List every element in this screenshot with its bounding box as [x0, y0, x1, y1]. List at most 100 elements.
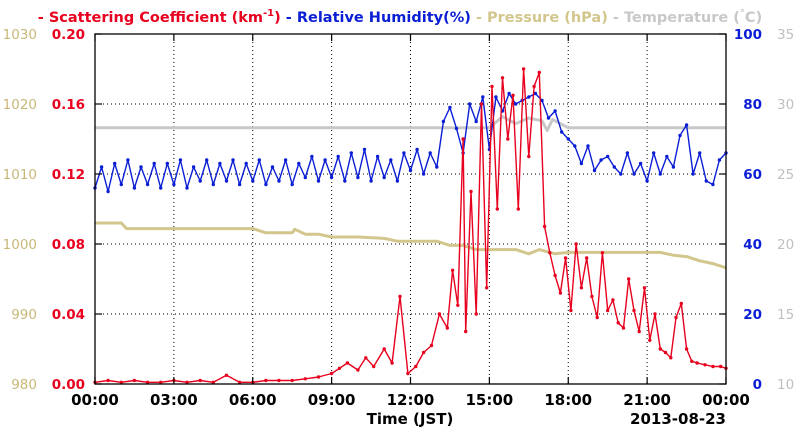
temperature-tick-label: 35 [777, 27, 794, 43]
pressure-tick-label: 1010 [3, 167, 37, 183]
scattering-coefficient-point [684, 347, 689, 351]
scattering-coefficient-point [485, 286, 489, 290]
legend-item-scattering-coefficient-km: - Scattering Coefficient (km [38, 10, 263, 26]
relative-humidity-point [507, 91, 511, 96]
scattering-coefficient-point [711, 364, 715, 369]
relative-humidity-point [270, 165, 275, 169]
scattering-coefficient-point [303, 377, 307, 381]
relative-humidity-point [592, 168, 597, 173]
relative-humidity-point [119, 182, 124, 187]
scattering-coefficient-point [511, 93, 515, 98]
relative-humidity-series [93, 91, 728, 194]
scattering-coefficient-point [329, 371, 334, 376]
x-tick-label: 03:00 [150, 391, 198, 409]
relative-humidity-point [408, 168, 413, 173]
tick-marks [94, 33, 727, 385]
legend-item-temperature: - Temperature ( [608, 10, 740, 26]
scattering-coefficient-point [372, 364, 376, 369]
relative-humidity-point [691, 172, 695, 176]
x-tick-label: 12:00 [387, 391, 435, 409]
scattering-coefficient-point [421, 350, 426, 355]
relative-humidity-point [336, 154, 340, 159]
scattering-coefficient-point [479, 102, 484, 106]
relative-humidity-point [678, 133, 682, 138]
relative-humidity-point [237, 182, 242, 187]
relative-humidity-point [290, 182, 294, 187]
humidity-tick-label: 0 [753, 377, 762, 393]
relative-humidity-point [573, 144, 577, 148]
scattering-coefficient-point [621, 326, 626, 330]
relative-humidity-point [428, 151, 432, 155]
scattering-coefficient-point [558, 291, 563, 295]
scattering-coefficient-point [290, 378, 294, 383]
scattering-coefficient-point [337, 366, 342, 370]
relative-humidity-point [159, 186, 163, 190]
relative-humidity-point [684, 123, 689, 127]
scattering-coefficient-point [563, 256, 568, 260]
relative-humidity-point [211, 182, 215, 187]
relative-humidity-point [579, 161, 584, 166]
scattering-coefficient-point [703, 363, 707, 367]
scattering-coefficient-point [537, 70, 541, 75]
scattering-coefficient-point [527, 154, 531, 159]
scattering-coefficient-point [585, 256, 589, 260]
relative-humidity-point [638, 161, 643, 166]
relative-humidity-point [540, 98, 544, 103]
scattering-coefficient-point [464, 329, 468, 334]
temperature-tick-label: 30 [777, 97, 794, 113]
humidity-tick-label: 40 [743, 237, 762, 253]
relative-humidity-point [560, 130, 564, 134]
scattering-coefficient-point [437, 312, 442, 316]
relative-humidity-point [205, 158, 209, 162]
legend-item-relative-humidity: - Relative Humidity(%) [281, 10, 471, 26]
scattering-tick-label: 0.00 [52, 377, 85, 393]
relative-humidity-point [224, 179, 229, 183]
x-tick-label: 00:00 [702, 391, 750, 409]
relative-humidity-point [606, 154, 610, 159]
scattering-coefficient-point [456, 303, 460, 307]
scattering-coefficient-point [695, 361, 699, 365]
date-label: 2013-08-23 [630, 410, 726, 428]
legend-text: - Scattering Coefficient (km-1) - Relati… [38, 8, 762, 26]
scattering-coefficient-point [364, 356, 368, 360]
relative-humidity-point [421, 172, 426, 176]
scattering-coefficient-point [569, 308, 573, 313]
relative-humidity-point [172, 182, 176, 187]
scattering-coefficient-point [642, 286, 647, 290]
relative-humidity-point [599, 158, 603, 162]
relative-humidity-point [145, 182, 150, 187]
scattering-tick-label: 0.20 [52, 27, 85, 43]
scattering-coefficient-point [132, 378, 137, 383]
scattering-coefficient-point [264, 378, 268, 383]
scattering-coefficient-point [106, 378, 110, 383]
relative-humidity-point [99, 165, 104, 169]
scattering-coefficient-point [579, 286, 584, 290]
temperature-tick-label: 25 [777, 167, 794, 183]
relative-humidity-point [113, 161, 117, 166]
scattering-coefficient-point [390, 361, 394, 365]
scattering-coefficient-point [600, 251, 605, 255]
temperature-line [95, 115, 726, 133]
scattering-coefficient-point [574, 242, 578, 246]
scattering-coefficient-point [532, 84, 536, 89]
scattering-coefficient-point [224, 373, 229, 377]
relative-humidity-point [316, 179, 321, 183]
scattering-coefficient-point [648, 338, 652, 342]
relative-humidity-point [514, 102, 518, 106]
relative-humidity-point [625, 151, 630, 155]
relative-humidity-point [139, 165, 143, 169]
relative-humidity-point [586, 144, 590, 148]
relative-humidity-point [553, 109, 557, 113]
relative-humidity-point [310, 154, 314, 159]
relative-humidity-point [711, 182, 715, 187]
relative-humidity-point [198, 179, 202, 183]
pressure-tick-label: 980 [11, 377, 37, 393]
relative-humidity-point [494, 95, 498, 99]
scattering-coefficient-point [398, 294, 402, 299]
scattering-coefficient-point [159, 380, 163, 384]
relative-humidity-point [454, 126, 459, 131]
temperature-series [95, 115, 726, 133]
scattering-tick-label: 0.12 [52, 167, 85, 183]
pressure-line [95, 221, 727, 270]
